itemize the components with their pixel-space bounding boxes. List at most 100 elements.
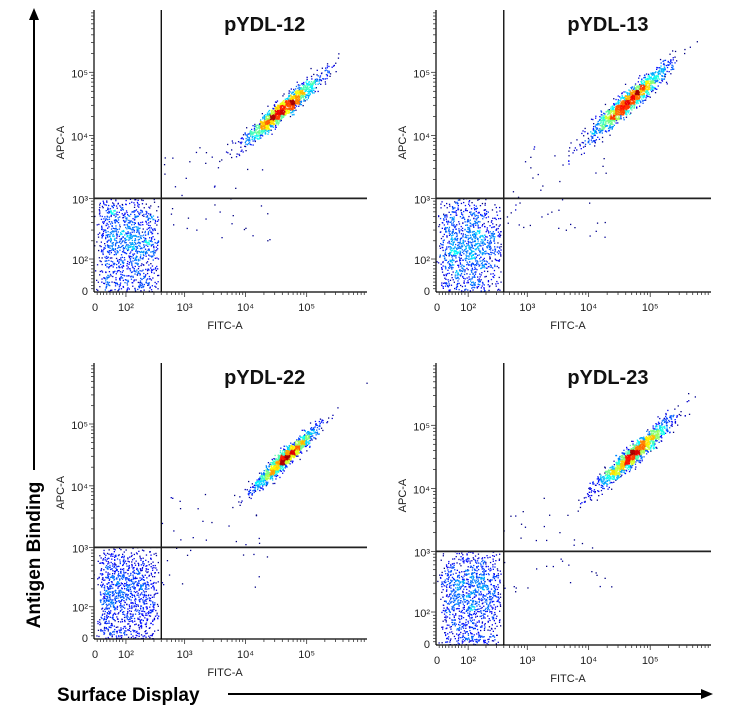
event-point bbox=[151, 285, 153, 287]
event-point bbox=[443, 282, 445, 284]
event-point bbox=[261, 127, 263, 129]
event-point bbox=[292, 111, 294, 113]
event-point bbox=[465, 254, 467, 256]
event-point bbox=[291, 110, 294, 112]
event-point bbox=[473, 223, 475, 225]
event-point bbox=[280, 110, 282, 112]
event-point bbox=[482, 215, 484, 217]
event-point bbox=[97, 233, 99, 236]
event-point bbox=[441, 222, 443, 224]
event-point bbox=[275, 109, 277, 111]
event-point bbox=[254, 136, 256, 139]
event-point bbox=[105, 281, 107, 283]
event-point bbox=[453, 253, 455, 256]
event-point bbox=[99, 210, 101, 212]
event-point bbox=[594, 140, 596, 142]
event-point bbox=[646, 91, 648, 94]
event-point bbox=[151, 269, 154, 271]
event-point bbox=[476, 237, 478, 239]
event-point bbox=[131, 256, 133, 258]
event-point bbox=[130, 237, 133, 240]
event-point bbox=[474, 239, 476, 242]
event-point bbox=[447, 253, 450, 255]
event-point bbox=[151, 238, 153, 240]
event-point bbox=[613, 106, 615, 108]
event-point bbox=[450, 246, 452, 249]
event-point bbox=[145, 213, 147, 215]
event-point bbox=[328, 70, 330, 72]
event-point bbox=[466, 252, 468, 254]
event-point bbox=[137, 250, 139, 253]
event-point bbox=[150, 279, 153, 281]
event-point bbox=[254, 140, 256, 143]
event-point bbox=[594, 133, 596, 135]
event-point bbox=[290, 109, 292, 111]
event-point bbox=[275, 101, 278, 103]
event-point bbox=[130, 233, 132, 236]
event-point bbox=[455, 250, 457, 252]
event-point bbox=[132, 229, 134, 231]
event-point bbox=[464, 236, 466, 239]
event-point bbox=[304, 95, 307, 97]
event-point bbox=[122, 250, 125, 252]
event-point bbox=[119, 241, 121, 243]
event-point bbox=[128, 262, 131, 264]
event-point bbox=[471, 202, 473, 204]
event-point bbox=[150, 270, 153, 272]
event-point bbox=[142, 269, 144, 271]
event-point bbox=[458, 278, 460, 280]
event-point bbox=[582, 146, 585, 148]
event-point bbox=[133, 245, 135, 247]
event-point bbox=[644, 78, 646, 80]
event-point bbox=[275, 110, 278, 112]
event-point bbox=[126, 211, 128, 214]
event-point bbox=[219, 211, 221, 213]
event-point bbox=[453, 241, 455, 243]
event-point bbox=[610, 123, 612, 125]
event-point bbox=[112, 207, 114, 209]
event-point bbox=[137, 203, 139, 205]
event-point bbox=[124, 275, 126, 277]
event-point bbox=[439, 255, 441, 257]
event-point bbox=[108, 275, 110, 277]
event-point bbox=[256, 124, 258, 126]
event-point bbox=[492, 217, 494, 219]
event-point bbox=[642, 102, 644, 104]
event-point bbox=[469, 246, 471, 248]
event-point bbox=[609, 119, 611, 121]
event-point bbox=[316, 69, 318, 71]
event-point bbox=[146, 270, 149, 272]
event-point bbox=[620, 107, 622, 109]
event-point bbox=[135, 249, 137, 252]
event-point bbox=[258, 134, 260, 136]
event-point bbox=[445, 254, 447, 257]
event-point bbox=[468, 252, 471, 254]
event-point bbox=[475, 236, 477, 238]
event-point bbox=[451, 219, 453, 221]
event-point bbox=[451, 232, 453, 235]
event-point bbox=[463, 241, 465, 244]
event-point bbox=[613, 103, 615, 105]
event-point bbox=[598, 138, 601, 140]
event-point bbox=[483, 270, 486, 272]
event-point bbox=[482, 283, 484, 285]
event-point bbox=[260, 127, 262, 129]
event-point bbox=[245, 137, 247, 140]
event-point bbox=[592, 136, 594, 138]
event-point bbox=[148, 282, 150, 284]
event-point bbox=[294, 90, 297, 92]
event-point bbox=[308, 84, 310, 86]
event-point bbox=[282, 102, 285, 105]
event-point bbox=[466, 242, 468, 245]
event-point bbox=[241, 149, 243, 151]
event-point bbox=[620, 100, 622, 102]
event-point bbox=[114, 251, 116, 253]
event-point bbox=[116, 221, 118, 223]
event-point bbox=[617, 103, 620, 105]
event-point bbox=[153, 247, 155, 249]
event-point bbox=[639, 95, 641, 97]
event-point bbox=[263, 129, 266, 131]
event-point bbox=[296, 100, 298, 102]
event-point bbox=[309, 86, 311, 88]
event-point bbox=[154, 242, 156, 244]
